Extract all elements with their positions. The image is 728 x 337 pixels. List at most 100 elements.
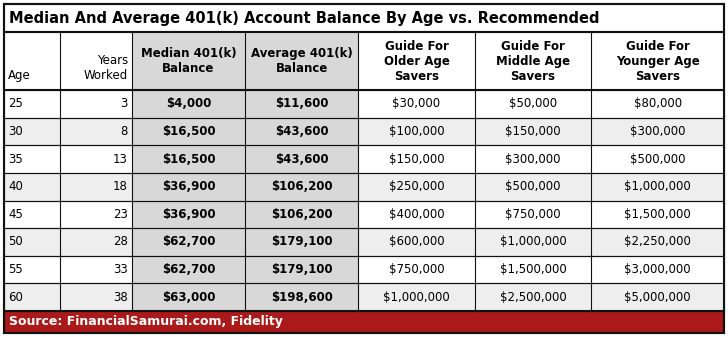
Bar — [4, 145, 724, 173]
Text: $30,000: $30,000 — [392, 97, 440, 110]
Bar — [132, 118, 245, 145]
Text: 50: 50 — [8, 236, 23, 248]
Text: Years
Worked: Years Worked — [84, 54, 128, 82]
Bar — [245, 145, 358, 173]
Bar — [132, 173, 245, 201]
Text: $100,000: $100,000 — [389, 125, 444, 138]
Text: 40: 40 — [8, 180, 23, 193]
Bar — [4, 173, 724, 201]
Bar — [245, 90, 358, 118]
Bar — [4, 256, 724, 283]
Text: $16,500: $16,500 — [162, 125, 215, 138]
Bar — [4, 32, 724, 90]
Text: $50,000: $50,000 — [509, 97, 557, 110]
Text: $198,600: $198,600 — [271, 291, 333, 304]
Text: $106,200: $106,200 — [271, 180, 333, 193]
Bar — [132, 256, 245, 283]
Text: 55: 55 — [8, 263, 23, 276]
Text: $62,700: $62,700 — [162, 236, 215, 248]
Text: 18: 18 — [113, 180, 128, 193]
Text: $36,900: $36,900 — [162, 180, 215, 193]
Bar — [4, 4, 724, 32]
Text: $1,000,000: $1,000,000 — [383, 291, 450, 304]
Bar — [4, 173, 724, 201]
Text: $63,000: $63,000 — [162, 291, 215, 304]
Bar — [245, 173, 358, 201]
Bar — [4, 256, 724, 283]
Bar — [4, 283, 724, 311]
Bar — [132, 283, 245, 311]
Text: $300,000: $300,000 — [630, 125, 685, 138]
Text: 35: 35 — [8, 153, 23, 165]
Text: $1,500,000: $1,500,000 — [499, 263, 566, 276]
Text: $750,000: $750,000 — [389, 263, 444, 276]
Text: $62,700: $62,700 — [162, 263, 215, 276]
Bar — [132, 145, 245, 173]
Text: 23: 23 — [113, 208, 128, 221]
Bar — [4, 118, 724, 145]
Text: 45: 45 — [8, 208, 23, 221]
Text: $4,000: $4,000 — [166, 97, 211, 110]
Text: 33: 33 — [113, 263, 128, 276]
Text: $2,500,000: $2,500,000 — [499, 291, 566, 304]
Text: Age: Age — [8, 69, 31, 82]
Text: $36,900: $36,900 — [162, 208, 215, 221]
Text: $3,000,000: $3,000,000 — [625, 263, 691, 276]
Text: $179,100: $179,100 — [271, 236, 333, 248]
Text: $150,000: $150,000 — [389, 153, 444, 165]
Bar — [4, 228, 724, 256]
Text: $1,000,000: $1,000,000 — [624, 180, 691, 193]
Bar — [245, 201, 358, 228]
Text: $11,600: $11,600 — [275, 97, 328, 110]
Text: $43,600: $43,600 — [275, 125, 328, 138]
Bar — [4, 145, 724, 173]
Text: 3: 3 — [121, 97, 128, 110]
Text: $500,000: $500,000 — [630, 153, 685, 165]
Bar — [4, 90, 724, 118]
Text: 8: 8 — [121, 125, 128, 138]
Bar — [245, 256, 358, 283]
Text: 25: 25 — [8, 97, 23, 110]
Bar — [4, 311, 724, 333]
Text: 13: 13 — [113, 153, 128, 165]
Text: Median And Average 401(k) Account Balance By Age vs. Recommended: Median And Average 401(k) Account Balanc… — [9, 10, 599, 26]
Bar — [245, 283, 358, 311]
Bar — [4, 283, 724, 311]
Text: $750,000: $750,000 — [505, 208, 561, 221]
Text: $500,000: $500,000 — [505, 180, 561, 193]
Text: $600,000: $600,000 — [389, 236, 444, 248]
Bar — [132, 228, 245, 256]
Text: 30: 30 — [8, 125, 23, 138]
Text: Median 401(k)
Balance: Median 401(k) Balance — [141, 47, 237, 75]
Bar — [4, 118, 724, 145]
Text: $179,100: $179,100 — [271, 263, 333, 276]
Bar — [4, 201, 724, 228]
Text: 38: 38 — [113, 291, 128, 304]
Text: $5,000,000: $5,000,000 — [625, 291, 691, 304]
Bar — [132, 32, 245, 90]
Bar — [245, 32, 358, 90]
Bar — [245, 118, 358, 145]
Text: $250,000: $250,000 — [389, 180, 444, 193]
Bar — [4, 32, 724, 90]
Bar — [245, 228, 358, 256]
Text: $106,200: $106,200 — [271, 208, 333, 221]
Bar — [4, 228, 724, 256]
Text: $80,000: $80,000 — [633, 97, 681, 110]
Text: Guide For
Middle Age
Savers: Guide For Middle Age Savers — [496, 39, 570, 83]
Text: Guide For
Younger Age
Savers: Guide For Younger Age Savers — [616, 39, 700, 83]
Text: $16,500: $16,500 — [162, 153, 215, 165]
Text: $1,500,000: $1,500,000 — [624, 208, 691, 221]
Text: 60: 60 — [8, 291, 23, 304]
Bar — [4, 201, 724, 228]
Text: $43,600: $43,600 — [275, 153, 328, 165]
Text: Source: FinancialSamurai.com, Fidelity: Source: FinancialSamurai.com, Fidelity — [9, 315, 283, 329]
Text: $1,000,000: $1,000,000 — [499, 236, 566, 248]
Bar — [132, 90, 245, 118]
Bar — [132, 201, 245, 228]
Text: $150,000: $150,000 — [505, 125, 561, 138]
Text: Average 401(k)
Balance: Average 401(k) Balance — [251, 47, 352, 75]
Text: $2,250,000: $2,250,000 — [624, 236, 691, 248]
Bar — [4, 90, 724, 118]
Text: $300,000: $300,000 — [505, 153, 561, 165]
